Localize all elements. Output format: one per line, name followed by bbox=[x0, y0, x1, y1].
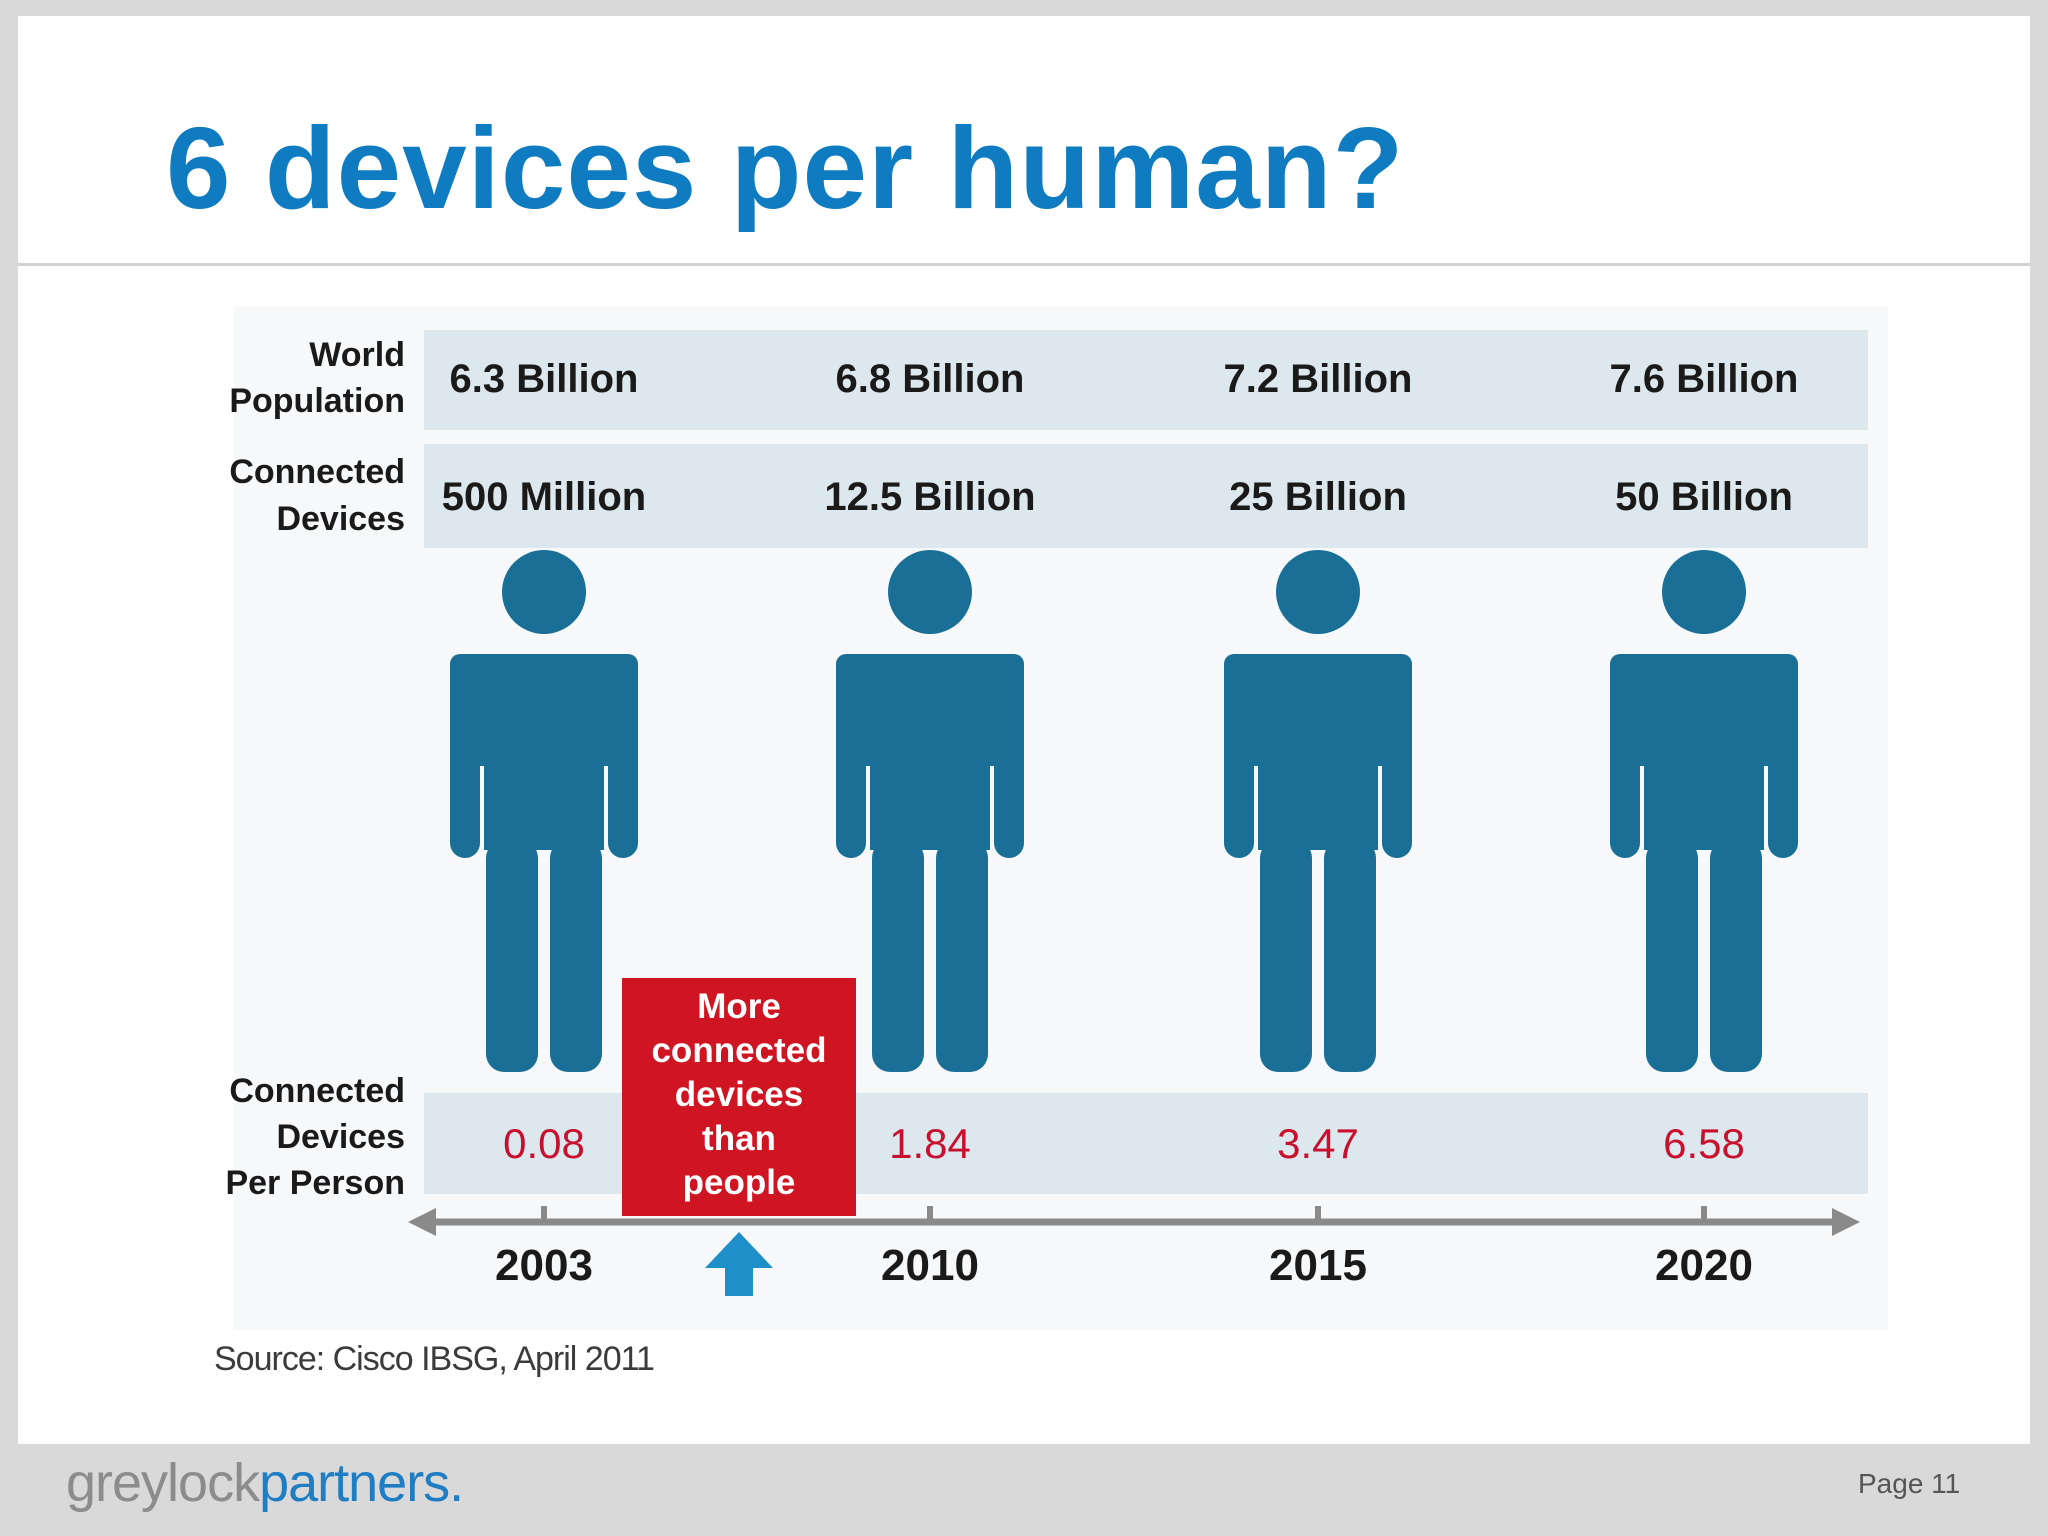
person-right-leg bbox=[550, 840, 602, 1072]
person-right-arm bbox=[994, 680, 1024, 858]
year-columns: 6.3 Billion 500 Million 0.08 2003 6.8 Billio… bbox=[442, 357, 1799, 1290]
year-column-2003: 6.3 Billion 500 Million 0.08 2003 bbox=[442, 357, 647, 1290]
callout-text-line: than bbox=[702, 1119, 776, 1158]
connected-devices-label-line2: Devices bbox=[276, 500, 405, 538]
logo-text-grey: greylock bbox=[66, 1453, 260, 1513]
up-arrow-shape bbox=[705, 1232, 773, 1296]
person-icon bbox=[1610, 550, 1798, 1072]
person-right-arm bbox=[1768, 680, 1798, 858]
world-population-band bbox=[424, 330, 1868, 430]
timeline-arrow-icon bbox=[408, 1208, 436, 1236]
source-note: Source: Cisco IBSG, April 2011 bbox=[214, 1340, 655, 1378]
person-torso bbox=[1644, 680, 1764, 850]
per-person-label-line3: Per Person bbox=[225, 1164, 405, 1202]
page-title: 6 devices per human? bbox=[166, 103, 1405, 233]
person-head bbox=[1662, 550, 1746, 634]
timeline-arrow-icon bbox=[1832, 1208, 1860, 1236]
person-right-leg bbox=[936, 840, 988, 1072]
person-torso bbox=[484, 680, 604, 850]
world-population-label-line2: Population bbox=[229, 382, 405, 420]
person-head bbox=[502, 550, 586, 634]
connected-devices-value: 12.5 Billion bbox=[824, 475, 1035, 519]
per-person-value: 0.08 bbox=[503, 1120, 585, 1167]
per-person-value: 6.58 bbox=[1663, 1120, 1745, 1167]
callout-text-line: connected bbox=[651, 1031, 826, 1070]
year-column-2020: 7.6 Billion 50 Billion 6.58 2020 bbox=[1610, 357, 1799, 1290]
connected-devices-value: 50 Billion bbox=[1615, 475, 1793, 519]
person-icon bbox=[450, 550, 638, 1072]
year-label: 2015 bbox=[1269, 1241, 1367, 1290]
person-left-arm bbox=[450, 680, 480, 858]
world-population-value: 6.8 Billion bbox=[836, 357, 1025, 401]
callout-text-line: devices bbox=[675, 1075, 803, 1114]
connected-devices-label-line1: Connected bbox=[229, 453, 405, 491]
callout: More connected devices than people bbox=[622, 978, 856, 1296]
year-label: 2010 bbox=[881, 1241, 979, 1290]
axis-tick bbox=[541, 1206, 547, 1222]
person-left-leg bbox=[1260, 840, 1312, 1072]
person-icon bbox=[1224, 550, 1412, 1072]
page-number: Page 11 bbox=[1858, 1468, 1961, 1499]
person-torso bbox=[1258, 680, 1378, 850]
person-torso bbox=[870, 680, 990, 850]
axis-tick bbox=[1701, 1206, 1707, 1222]
person-right-leg bbox=[1324, 840, 1376, 1072]
title-divider bbox=[18, 263, 2030, 266]
person-left-arm bbox=[1610, 680, 1640, 858]
year-label: 2003 bbox=[495, 1241, 593, 1290]
callout-box bbox=[622, 978, 856, 1216]
person-left-arm bbox=[1224, 680, 1254, 858]
per-person-label-line1: Connected bbox=[229, 1072, 405, 1110]
person-right-arm bbox=[608, 680, 638, 858]
logo-text-blue: partners. bbox=[259, 1453, 464, 1513]
person-head bbox=[1276, 550, 1360, 634]
person-head bbox=[888, 550, 972, 634]
callout-text-line: More bbox=[697, 987, 781, 1026]
world-population-value: 7.6 Billion bbox=[1610, 357, 1799, 401]
per-person-label-line2: Devices bbox=[276, 1118, 405, 1156]
year-column-2010: 6.8 Billion 12.5 Billion 1.84 2010 bbox=[824, 357, 1035, 1290]
connected-devices-value: 25 Billion bbox=[1229, 475, 1407, 519]
world-population-value: 7.2 Billion bbox=[1224, 357, 1413, 401]
up-arrow-icon bbox=[705, 1232, 773, 1296]
person-icon bbox=[836, 550, 1024, 1072]
person-right-leg bbox=[1710, 840, 1762, 1072]
connected-devices-value: 500 Million bbox=[442, 475, 647, 519]
greylock-logo: greylockpartners. bbox=[66, 1452, 464, 1514]
person-left-leg bbox=[486, 840, 538, 1072]
year-label: 2020 bbox=[1655, 1241, 1753, 1290]
person-left-leg bbox=[1646, 840, 1698, 1072]
connected-devices-band bbox=[424, 444, 1868, 548]
person-right-arm bbox=[1382, 680, 1412, 858]
callout-text-line: people bbox=[683, 1163, 796, 1202]
world-population-label-line1: World bbox=[309, 336, 405, 374]
axis-tick bbox=[1315, 1206, 1321, 1222]
axis-tick bbox=[927, 1206, 933, 1222]
per-person-value: 1.84 bbox=[889, 1120, 971, 1167]
world-population-value: 6.3 Billion bbox=[450, 357, 639, 401]
person-left-arm bbox=[836, 680, 866, 858]
person-left-leg bbox=[872, 840, 924, 1072]
year-column-2015: 7.2 Billion 25 Billion 3.47 2015 bbox=[1224, 357, 1413, 1290]
per-person-value: 3.47 bbox=[1277, 1120, 1359, 1167]
